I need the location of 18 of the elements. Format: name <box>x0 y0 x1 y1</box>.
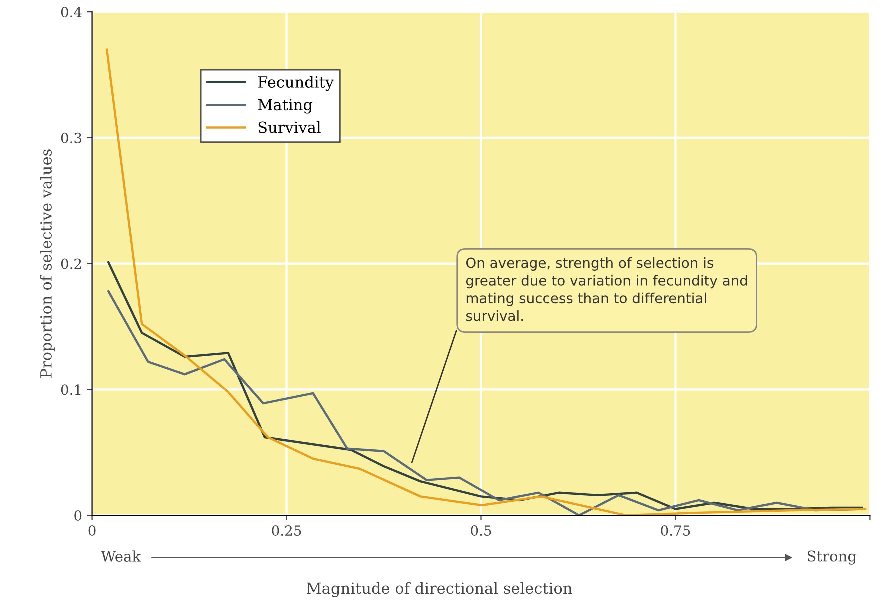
x-tick-label: 0 <box>88 526 96 536</box>
y-tick-label: 0 <box>74 510 82 522</box>
y-tick-label: 0.3 <box>61 132 82 144</box>
y-axis-title: Proportion of selective values <box>40 150 55 378</box>
text: Weak <box>101 550 142 562</box>
y-tick-label: 0.1 <box>61 384 81 396</box>
x-tick-label: 0.75 <box>661 526 690 536</box>
x-axis-title: Magnitude of directional selection <box>306 582 572 598</box>
x-tick-label: 0.5 <box>471 526 492 536</box>
y-tick-label: 0.4 <box>61 7 82 18</box>
legend-label: Mating <box>258 99 313 114</box>
line-series <box>106 48 867 516</box>
text: Strong <box>808 550 857 565</box>
legend-label: Survival <box>258 121 321 134</box>
y-tick-label: 0.2 <box>61 258 82 270</box>
x-tick-label: 0.25 <box>272 526 302 536</box>
annotation: On average, strength of selection is greater due to variation in fecundity and mating success than to differential survival. <box>466 258 748 322</box>
legend-label: Fecundity <box>258 76 334 92</box>
